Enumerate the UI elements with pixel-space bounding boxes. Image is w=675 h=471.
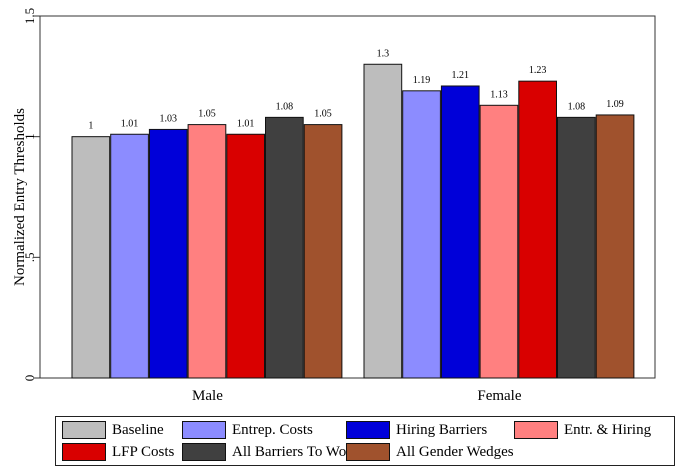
- bar-female-lfp-costs: [518, 80, 557, 379]
- legend-label: Entr. & Hiring: [564, 421, 652, 438]
- bar-male-all-gender-wedges: [303, 124, 343, 379]
- bar-value-label: 1.08: [568, 101, 586, 112]
- legend-swatch: [514, 421, 558, 439]
- bar-female-all-gender-wedges: [595, 114, 635, 379]
- bar-male-entr-hiring: [187, 124, 227, 379]
- legend-label: Entrep. Costs: [232, 421, 313, 438]
- bar-male-all-barriers-to-women: [265, 116, 304, 379]
- y-tick-label: .5: [22, 252, 37, 262]
- bar-value-label: 1.05: [314, 109, 332, 120]
- legend-item: Entr. & Hiring: [514, 420, 651, 440]
- legend-swatch: [182, 421, 226, 439]
- bar-value-label: 1.19: [413, 75, 431, 86]
- bar-value-label: 1.03: [160, 113, 178, 124]
- bar-female-entrep-costs: [402, 90, 441, 379]
- bar-male-baseline: [71, 136, 111, 379]
- legend-label: All Barriers To Women: [232, 443, 373, 460]
- legend-swatch: [62, 443, 106, 461]
- bar-value-label: 1.3: [377, 48, 390, 59]
- legend-swatch: [346, 421, 390, 439]
- bar-female-entr-hiring: [479, 104, 519, 379]
- legend-label: Baseline: [112, 421, 164, 438]
- legend-item: Baseline: [62, 420, 164, 440]
- legend: Baseline Entrep. Costs Hiring Barriers Entr…: [55, 416, 675, 466]
- legend-swatch: [346, 443, 390, 461]
- bar-value-label: 1.21: [452, 70, 470, 81]
- legend-swatch: [62, 421, 106, 439]
- y-axis-title: Normalized Entry Thresholds: [12, 108, 28, 286]
- legend-swatch: [182, 443, 226, 461]
- x-axis: Male Female: [192, 388, 522, 404]
- legend-label: LFP Costs: [112, 443, 175, 460]
- y-tick-label: 1.5: [22, 8, 37, 24]
- bar-male-lfp-costs: [226, 133, 266, 379]
- x-category-label: Male: [192, 388, 223, 404]
- legend-label: All Gender Wedges: [396, 443, 514, 460]
- bar-male-entrep-costs: [110, 133, 149, 379]
- bar-value-label: 1.08: [276, 101, 294, 112]
- bar-value-label: 1.01: [121, 118, 139, 129]
- bar-chart: 0 .5 1 1.5 1 1.01 1.03 1.05 1.01 1.08 1.05 1.3 1.19…: [12, 8, 656, 404]
- legend-item: All Gender Wedges: [346, 442, 514, 462]
- bar-female-hiring-barriers: [440, 85, 480, 379]
- bar-value-label: 1.05: [198, 109, 216, 120]
- bars-group: 1 1.01 1.03 1.05 1.01 1.08 1.05 1.3 1.19 1.21 1.13…: [71, 48, 635, 379]
- y-tick-label: 0: [22, 375, 37, 382]
- legend-item: Entrep. Costs: [182, 420, 313, 440]
- x-category-label: Female: [477, 388, 521, 404]
- legend-item: LFP Costs: [62, 442, 174, 462]
- y-axis: 0 .5 1 1.5: [22, 8, 40, 381]
- y-tick-label: 1: [22, 133, 37, 140]
- bar-value-label: 1.13: [490, 89, 508, 100]
- legend-item: Hiring Barriers: [346, 420, 487, 440]
- legend-label: Hiring Barriers: [396, 421, 488, 438]
- bar-value-label: 1: [88, 121, 93, 132]
- bar-value-label: 1.23: [529, 65, 547, 76]
- legend-item: All Barriers To Women: [182, 442, 372, 462]
- bar-male-hiring-barriers: [148, 128, 188, 379]
- bar-value-label: 1.01: [237, 118, 255, 129]
- bar-female-all-barriers-to-women: [557, 116, 596, 379]
- bar-female-baseline: [363, 63, 403, 379]
- bar-value-label: 1.09: [606, 99, 624, 110]
